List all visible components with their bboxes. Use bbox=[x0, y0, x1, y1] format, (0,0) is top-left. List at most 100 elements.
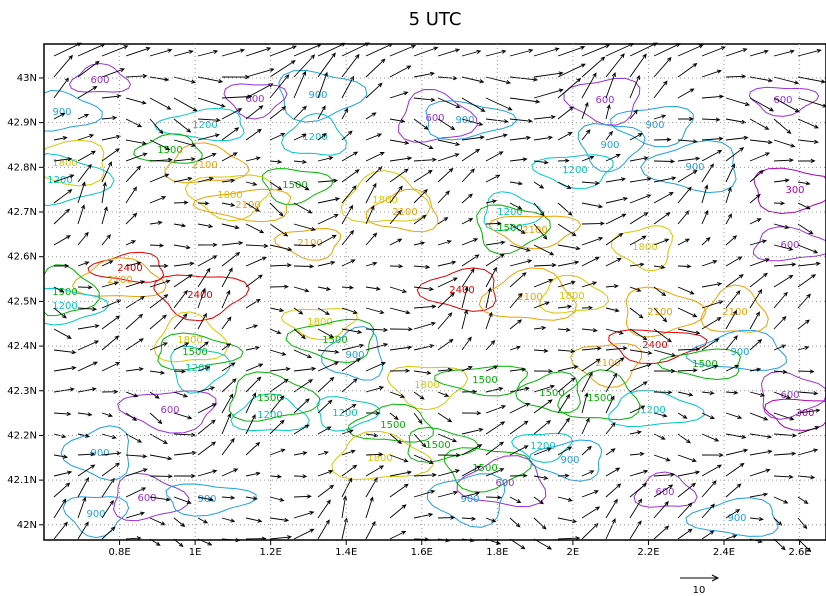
contour-line bbox=[539, 274, 609, 314]
wind-arrow bbox=[533, 475, 549, 480]
wind-arrow bbox=[725, 290, 741, 309]
wind-arrow bbox=[701, 503, 715, 519]
contour-line bbox=[62, 496, 130, 539]
wind-arrow bbox=[485, 151, 504, 162]
wind-arrow bbox=[413, 97, 436, 102]
wind-arrow bbox=[773, 291, 788, 309]
wind-arrow bbox=[437, 239, 452, 246]
wind-arrow bbox=[605, 43, 635, 57]
wind-arrow bbox=[245, 202, 261, 212]
contour-label: 1800 bbox=[307, 317, 332, 328]
wind-arrow bbox=[197, 201, 210, 206]
wind-arrow bbox=[701, 480, 717, 498]
wind-arrow bbox=[269, 181, 283, 191]
wind-arrow bbox=[797, 181, 811, 186]
wind-arrow bbox=[533, 420, 552, 435]
contour-line bbox=[316, 396, 381, 432]
wind-arrow bbox=[629, 262, 645, 267]
wind-arrow bbox=[269, 223, 289, 237]
wind-arrow bbox=[149, 294, 169, 309]
contour-line bbox=[347, 403, 434, 443]
wind-arrow bbox=[365, 410, 381, 416]
wind-arrow bbox=[341, 75, 355, 99]
wind-arrow bbox=[125, 280, 146, 288]
wind-arrow bbox=[413, 214, 427, 225]
wind-arrow bbox=[293, 105, 307, 120]
wind-arrow bbox=[317, 214, 339, 225]
wind-arrow bbox=[149, 454, 173, 461]
wind-arrow bbox=[509, 496, 522, 503]
contour-line bbox=[456, 455, 547, 508]
contour-line bbox=[398, 88, 478, 143]
wind-arrow bbox=[317, 133, 327, 141]
wind-arrow bbox=[53, 135, 68, 141]
wind-arrow bbox=[101, 477, 115, 498]
wind-arrow bbox=[509, 367, 527, 372]
wind-arrow bbox=[245, 298, 261, 309]
wind-arrow bbox=[125, 139, 148, 146]
x-tick-label: 1.8E bbox=[486, 547, 508, 558]
wind-arrow bbox=[653, 159, 676, 164]
wind-arrow bbox=[797, 408, 821, 414]
wind-arrow bbox=[461, 49, 482, 57]
wind-arrow bbox=[53, 307, 67, 319]
contours: 600 900 900 600 600 1200 1200 600 900 900 1200 1800… bbox=[43, 62, 826, 539]
wind-arrow bbox=[197, 133, 220, 141]
wind-arrow bbox=[149, 173, 170, 183]
wind-arrow bbox=[773, 49, 795, 57]
wind-arrow bbox=[653, 80, 668, 99]
wind-arrow bbox=[245, 363, 264, 372]
contour-label: 900 bbox=[197, 494, 216, 505]
wind-arrow bbox=[317, 519, 330, 540]
wind-arrow bbox=[365, 477, 378, 498]
wind-arrow bbox=[149, 279, 171, 288]
wind-arrow bbox=[173, 274, 193, 288]
wind-arrow bbox=[101, 389, 119, 394]
wind-arrow bbox=[437, 490, 459, 498]
wind-arrow bbox=[293, 134, 307, 141]
wind-arrow bbox=[173, 76, 197, 84]
wind-arrow bbox=[221, 267, 233, 288]
wind-arrow bbox=[221, 178, 236, 183]
wind-arrow bbox=[125, 73, 148, 79]
wind-arrow bbox=[341, 464, 358, 477]
wind-arrow bbox=[677, 328, 701, 335]
wind-arrow bbox=[629, 363, 652, 372]
wind-arrow bbox=[725, 118, 747, 124]
wind-arrow bbox=[77, 231, 89, 246]
wind-arrow bbox=[101, 68, 126, 78]
contour-line bbox=[261, 168, 334, 205]
wind-arrow bbox=[581, 522, 599, 540]
wind-arrow bbox=[293, 398, 310, 414]
wind-arrow bbox=[173, 118, 192, 133]
wind-arrow bbox=[173, 289, 188, 309]
wind-arrow bbox=[125, 454, 148, 459]
reference-label: 10 bbox=[693, 585, 706, 596]
wind-arrow bbox=[485, 76, 512, 85]
wind-arrow bbox=[629, 451, 645, 457]
wind-arrow bbox=[581, 72, 597, 99]
wind-arrow bbox=[101, 234, 111, 246]
wind-arrow bbox=[269, 202, 284, 217]
contour-label: 600 bbox=[595, 95, 614, 106]
contour-line bbox=[153, 274, 250, 322]
wind-arrow bbox=[197, 403, 217, 414]
wind-arrow bbox=[725, 163, 735, 183]
contour-line bbox=[60, 425, 130, 481]
wind-arrow bbox=[485, 386, 504, 393]
wind-arrow bbox=[173, 223, 187, 228]
wind-arrow bbox=[701, 412, 715, 420]
wind-arrow bbox=[389, 156, 413, 162]
wind-arrow bbox=[533, 223, 548, 240]
wind-arrow bbox=[701, 260, 718, 267]
wind-arrow bbox=[125, 296, 145, 309]
wind-arrow bbox=[701, 464, 723, 477]
y-tick-label: 42.7N bbox=[7, 207, 37, 218]
wind-arrow bbox=[293, 264, 315, 269]
contour-line bbox=[153, 311, 229, 363]
wind-arrow bbox=[125, 97, 147, 105]
contour-label: 1200 bbox=[332, 408, 357, 419]
wind-arrow bbox=[413, 391, 425, 400]
wind-arrow bbox=[245, 441, 261, 456]
